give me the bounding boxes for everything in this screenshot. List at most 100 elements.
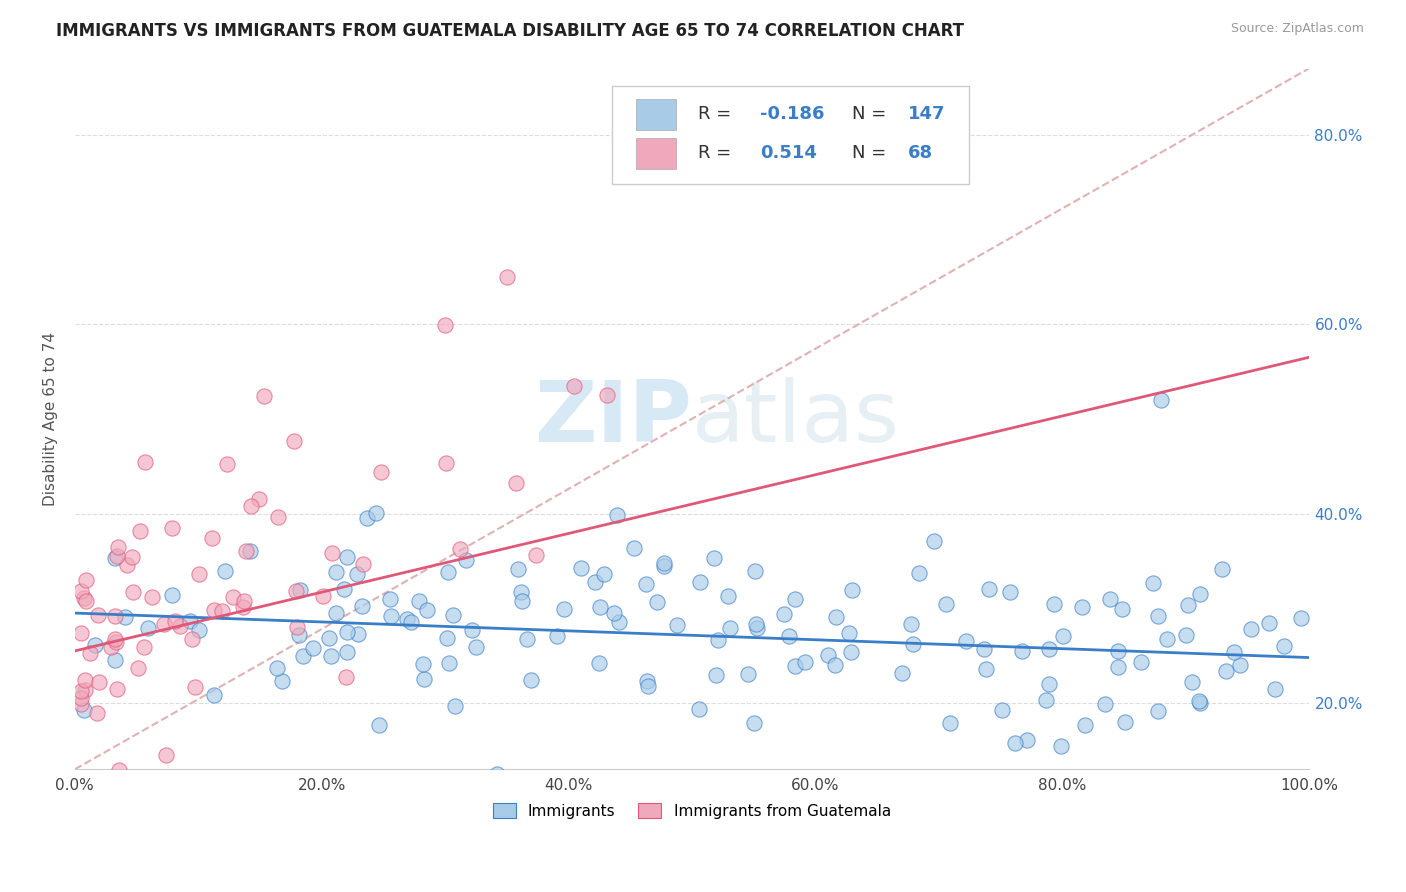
Point bbox=[890, 666, 912, 681]
Point bbox=[346, 567, 368, 582]
Point bbox=[991, 703, 1014, 717]
Point bbox=[347, 626, 370, 640]
Text: N =: N = bbox=[852, 105, 886, 123]
Point bbox=[73, 591, 96, 605]
Text: Source: ZipAtlas.com: Source: ZipAtlas.com bbox=[1230, 22, 1364, 36]
Point bbox=[214, 564, 236, 578]
Point bbox=[333, 582, 356, 596]
Point bbox=[744, 564, 766, 578]
Point bbox=[70, 697, 93, 711]
Point bbox=[127, 661, 149, 675]
Point bbox=[569, 561, 592, 575]
Point bbox=[232, 599, 254, 614]
Point bbox=[100, 640, 122, 655]
Point bbox=[606, 508, 628, 523]
Point bbox=[839, 645, 862, 659]
Point bbox=[141, 591, 163, 605]
Text: -0.186: -0.186 bbox=[759, 105, 824, 123]
Point bbox=[367, 718, 389, 732]
Point bbox=[583, 574, 606, 589]
Point bbox=[202, 603, 225, 617]
Point bbox=[187, 623, 209, 637]
Point bbox=[689, 574, 711, 589]
Point bbox=[652, 556, 675, 570]
Point bbox=[107, 540, 129, 554]
Point bbox=[436, 631, 458, 645]
Point bbox=[87, 608, 110, 623]
Point bbox=[589, 600, 612, 615]
Point bbox=[105, 681, 128, 696]
Point bbox=[271, 673, 294, 688]
Point bbox=[609, 615, 631, 630]
Point bbox=[104, 608, 127, 623]
Point bbox=[117, 558, 139, 572]
Point bbox=[1052, 629, 1074, 643]
FancyBboxPatch shape bbox=[637, 138, 676, 169]
Point bbox=[441, 607, 464, 622]
Point bbox=[1223, 645, 1246, 659]
Point bbox=[132, 640, 155, 655]
Point bbox=[1111, 601, 1133, 615]
Point bbox=[1177, 598, 1199, 612]
Point bbox=[825, 610, 848, 624]
Point bbox=[239, 499, 262, 513]
Point bbox=[637, 673, 659, 688]
Point bbox=[283, 434, 305, 448]
Point bbox=[737, 667, 759, 681]
Point bbox=[973, 642, 995, 657]
Point bbox=[253, 389, 276, 403]
Point bbox=[665, 617, 688, 632]
Point bbox=[222, 590, 245, 604]
Point bbox=[335, 670, 357, 684]
Point bbox=[1129, 655, 1152, 669]
Point bbox=[302, 641, 325, 656]
Point bbox=[1181, 675, 1204, 690]
Point bbox=[1042, 598, 1064, 612]
Point bbox=[267, 509, 290, 524]
Point bbox=[464, 640, 486, 654]
Point bbox=[122, 585, 145, 599]
Point bbox=[546, 630, 568, 644]
Point bbox=[215, 457, 238, 471]
Point bbox=[495, 269, 517, 284]
Point bbox=[352, 558, 374, 572]
Point bbox=[437, 656, 460, 670]
Point bbox=[1050, 739, 1073, 753]
Point bbox=[336, 549, 359, 564]
Point bbox=[1038, 677, 1060, 691]
Point bbox=[352, 599, 374, 614]
Point bbox=[370, 465, 392, 479]
Point bbox=[596, 388, 619, 402]
Point bbox=[287, 620, 309, 634]
Text: 68: 68 bbox=[908, 144, 934, 161]
Point bbox=[247, 492, 270, 507]
Point bbox=[505, 475, 527, 490]
Point bbox=[96, 800, 118, 814]
Point bbox=[169, 619, 191, 633]
Point bbox=[1188, 587, 1211, 601]
Point bbox=[1038, 642, 1060, 657]
Point bbox=[824, 657, 846, 672]
Point bbox=[380, 608, 402, 623]
Point bbox=[1074, 718, 1097, 732]
Point bbox=[105, 549, 128, 563]
Point bbox=[524, 548, 547, 562]
Point bbox=[634, 576, 657, 591]
Point bbox=[785, 659, 807, 673]
Point bbox=[703, 550, 725, 565]
Point bbox=[654, 558, 676, 573]
Point bbox=[1011, 644, 1033, 658]
Point bbox=[688, 702, 710, 716]
Point bbox=[707, 632, 730, 647]
Point bbox=[336, 625, 359, 640]
Point bbox=[955, 634, 977, 648]
Point bbox=[742, 716, 765, 731]
Point bbox=[75, 593, 97, 607]
Point bbox=[285, 583, 308, 598]
Point bbox=[510, 585, 533, 599]
Point bbox=[1146, 704, 1168, 718]
Point bbox=[1107, 659, 1129, 673]
Point bbox=[201, 532, 224, 546]
Point bbox=[107, 764, 129, 778]
Point bbox=[70, 690, 93, 705]
